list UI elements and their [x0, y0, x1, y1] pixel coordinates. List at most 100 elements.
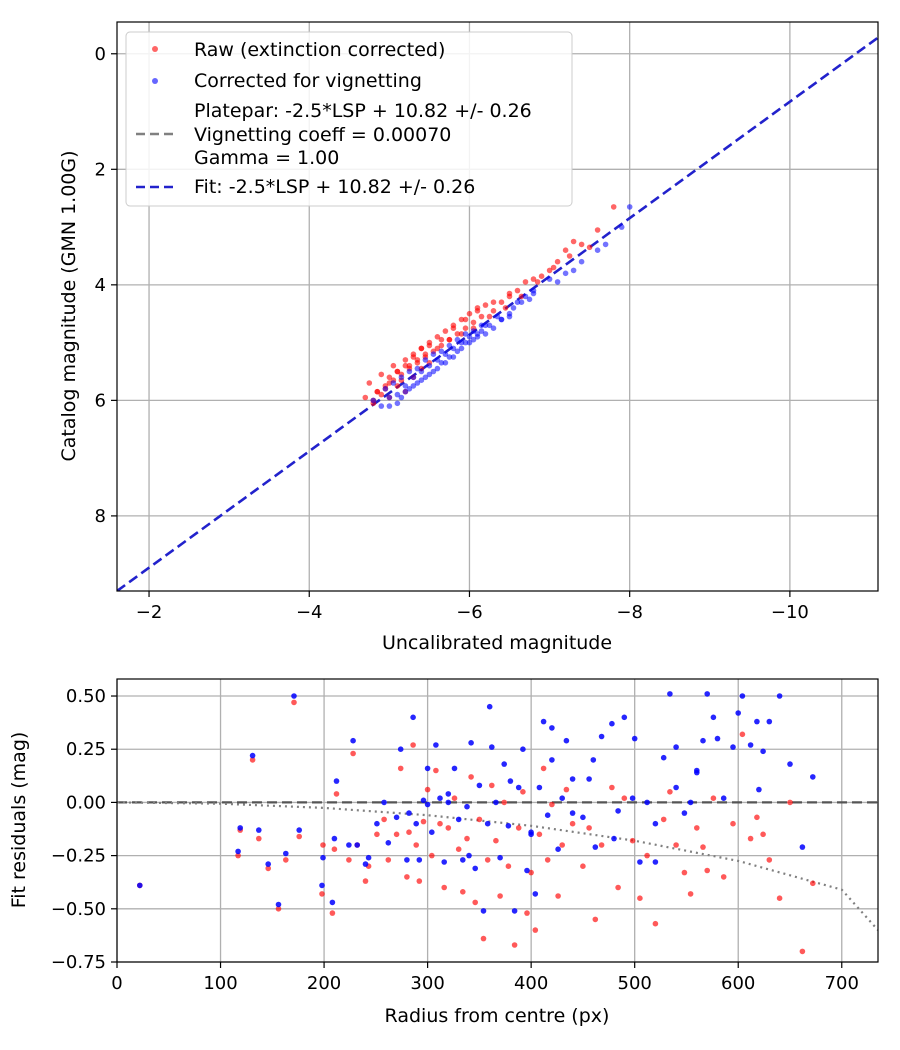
x-tick-label: −2 — [136, 602, 163, 623]
raw-point — [378, 391, 385, 398]
corrected-residual-point — [137, 882, 143, 889]
corrected-point — [438, 348, 445, 355]
y-tick-label: 2 — [95, 159, 106, 180]
corrected-point — [450, 354, 457, 360]
corrected-residual-point — [700, 737, 706, 744]
raw-point — [462, 325, 469, 332]
corrected-residual-point — [331, 835, 338, 842]
corrected-residual-point — [468, 740, 474, 746]
corrected-point — [442, 351, 449, 358]
corrected-point — [494, 313, 501, 320]
corrected-residual-point — [673, 744, 679, 750]
raw-residual-point — [644, 852, 650, 859]
raw-point — [578, 241, 585, 248]
corrected-residual-point — [460, 857, 466, 863]
raw-residual-point — [540, 765, 547, 772]
legend-platepar-label-3: Gamma = 1.00 — [194, 147, 339, 169]
raw-point — [486, 313, 493, 320]
corrected-residual-point — [472, 865, 479, 872]
x-tick-label: 600 — [721, 973, 755, 994]
raw-residual-point — [374, 831, 380, 838]
legend-corrected-label: Corrected for vignetting — [194, 70, 422, 92]
corrected-residual-point — [555, 846, 561, 852]
corrected-point — [594, 247, 601, 253]
corrected-point — [490, 325, 497, 332]
bottom-ticks: 0 100 200 300 400 500 600 700 0.50 0.25 0.00 −0.25 −… — [51, 686, 859, 994]
raw-residual-point — [329, 910, 336, 916]
raw-point — [418, 345, 425, 352]
corrected-residual-point — [346, 842, 352, 848]
corrected-residual-point — [480, 908, 487, 914]
corrected-residual-point — [404, 857, 410, 863]
corrected-point — [446, 342, 453, 349]
y-tick-label: 4 — [95, 275, 106, 296]
corrected-residual-point — [374, 820, 380, 827]
raw-point — [530, 276, 537, 282]
corrected-point — [398, 374, 405, 381]
raw-residual-point — [739, 731, 746, 738]
raw-point — [546, 267, 553, 274]
legend-box — [125, 31, 573, 207]
raw-residual-point — [700, 844, 706, 850]
corrected-residual-point — [637, 859, 643, 865]
corrected-point — [626, 204, 633, 210]
corrected-point — [442, 360, 449, 366]
raw-residual-point — [760, 831, 766, 838]
corrected-residual-point — [265, 861, 272, 867]
raw-residual-point — [484, 857, 491, 863]
corrected-point — [470, 336, 477, 343]
raw-residual-point — [511, 942, 518, 948]
raw-residual-point — [660, 816, 667, 823]
y-tick-label: −0.25 — [51, 846, 106, 867]
raw-residual-point — [255, 835, 262, 842]
raw-residual-point — [667, 789, 673, 795]
corrected-residual-point — [424, 801, 431, 808]
corrected-residual-point — [275, 901, 282, 908]
raw-point — [478, 313, 485, 320]
corrected-point — [394, 391, 401, 398]
raw-point — [562, 247, 569, 253]
corrected-point — [422, 357, 429, 363]
raw-residual-point — [235, 852, 241, 859]
corrected-residual-point — [667, 691, 673, 697]
corrected-residual-point — [735, 710, 741, 716]
corrected-residual-point — [329, 899, 336, 906]
corrected-residual-point — [787, 761, 793, 767]
corrected-residual-point — [580, 814, 586, 821]
corrected-point — [618, 224, 625, 230]
raw-point — [514, 287, 521, 294]
raw-residual-point — [381, 816, 387, 823]
corrected-residual-point — [413, 820, 420, 827]
corrected-point — [382, 386, 389, 392]
corrected-residual-point — [381, 799, 387, 806]
y-tick-label: 8 — [95, 506, 106, 527]
corrected-residual-point — [283, 850, 289, 857]
raw-point — [506, 290, 513, 297]
corrected-point — [390, 380, 397, 386]
corrected-point — [378, 403, 385, 409]
top-plot-frame — [116, 21, 879, 592]
corrected-point — [546, 276, 553, 282]
corrected-residual-point — [393, 814, 400, 821]
corrected-point — [430, 351, 437, 358]
raw-residual-point — [524, 910, 530, 916]
corrected-residual-point — [464, 803, 470, 810]
corrected-residual-point — [493, 799, 499, 806]
corrected-residual-point — [429, 829, 435, 835]
raw-residual-point — [424, 786, 431, 793]
raw-point — [406, 362, 413, 369]
raw-point — [390, 362, 397, 369]
raw-point — [566, 253, 573, 259]
corrected-residual-point — [540, 718, 547, 725]
raw-residual-point — [505, 863, 512, 869]
raw-residual-point — [637, 895, 643, 901]
corrected-residual-point — [484, 820, 491, 827]
raw-residual-point — [480, 935, 487, 942]
raw-residual-point — [320, 842, 326, 848]
corrected-point — [394, 400, 401, 407]
raw-residual-point — [404, 874, 410, 880]
raw-point — [490, 308, 497, 314]
raw-residual-point — [451, 795, 458, 801]
